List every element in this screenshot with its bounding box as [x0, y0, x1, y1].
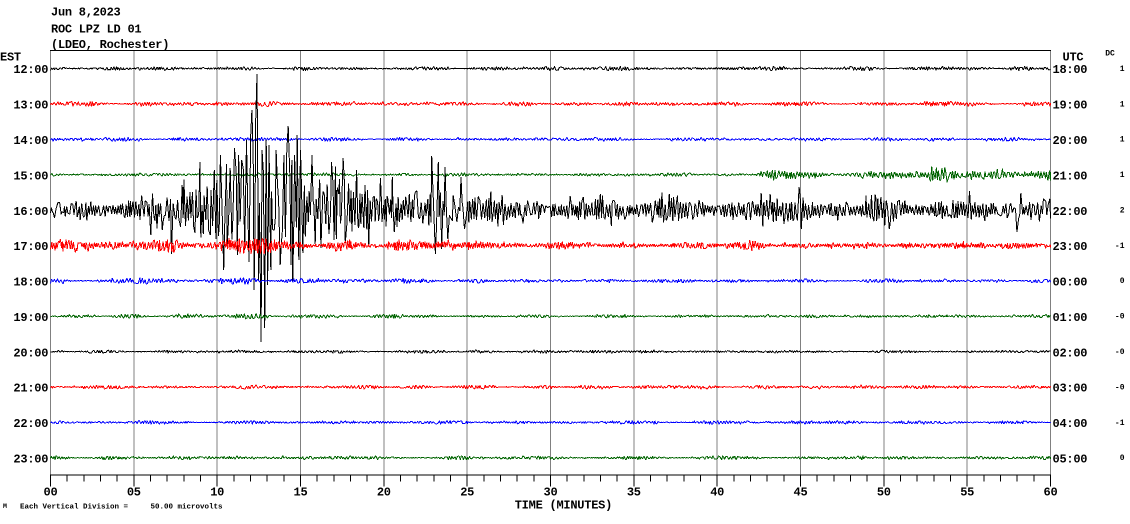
svg-text:00: 00 [44, 486, 58, 500]
svg-text:23:00: 23:00 [1053, 240, 1088, 254]
svg-text:00:00: 00:00 [1053, 276, 1088, 290]
svg-text:-1: -1 [1115, 242, 1125, 251]
svg-text:Jun 8,2023: Jun 8,2023 [51, 6, 121, 20]
svg-text:ROC LPZ LD 01: ROC LPZ LD 01 [51, 23, 141, 37]
svg-text:21:00: 21:00 [1053, 169, 1088, 183]
svg-text:(LDEO, Rochester): (LDEO, Rochester) [51, 38, 169, 52]
svg-text:2: 2 [1120, 207, 1125, 216]
svg-text:13:00: 13:00 [13, 99, 48, 113]
svg-text:0: 0 [1120, 277, 1125, 286]
svg-text:40: 40 [710, 486, 724, 500]
svg-text:16:00: 16:00 [13, 205, 48, 219]
svg-text:TIME (MINUTES): TIME (MINUTES) [515, 499, 612, 513]
svg-text:-0: -0 [1115, 348, 1125, 357]
svg-text:50: 50 [877, 486, 891, 500]
svg-text:60: 60 [1044, 486, 1058, 500]
svg-text:21:00: 21:00 [13, 382, 48, 396]
svg-text:1: 1 [1120, 136, 1125, 145]
svg-text:05: 05 [127, 486, 141, 500]
svg-text:M: M [3, 503, 7, 510]
svg-text:1: 1 [1120, 100, 1125, 109]
svg-text:23:00: 23:00 [13, 453, 48, 467]
svg-text:12:00: 12:00 [13, 63, 48, 77]
svg-text:20:00: 20:00 [1053, 134, 1088, 148]
svg-text:14:00: 14:00 [13, 134, 48, 148]
svg-text:25: 25 [460, 486, 474, 500]
svg-text:18:00: 18:00 [13, 276, 48, 290]
svg-text:05:00: 05:00 [1053, 453, 1088, 467]
svg-text:20: 20 [377, 486, 391, 500]
svg-text:04:00: 04:00 [1053, 417, 1088, 431]
svg-text:01:00: 01:00 [1053, 311, 1088, 325]
svg-text:-1: -1 [1115, 419, 1125, 428]
svg-text:22:00: 22:00 [13, 417, 48, 431]
svg-text:17:00: 17:00 [13, 240, 48, 254]
svg-text:19:00: 19:00 [13, 311, 48, 325]
svg-text:19:00: 19:00 [1053, 99, 1088, 113]
svg-text:45: 45 [794, 486, 808, 500]
svg-text:-0: -0 [1115, 383, 1125, 392]
svg-text:1: 1 [1120, 65, 1125, 74]
svg-text:15: 15 [294, 486, 308, 500]
svg-text:10: 10 [210, 486, 224, 500]
svg-text:55: 55 [960, 486, 974, 500]
svg-text:UTC: UTC [1063, 51, 1084, 65]
svg-text:35: 35 [627, 486, 641, 500]
svg-text:03:00: 03:00 [1053, 382, 1088, 396]
svg-text:22:00: 22:00 [1053, 205, 1088, 219]
svg-text:Each Vertical Division = 5: Each Vertical Division = 50.00 microvolt… [20, 503, 223, 511]
svg-text:0: 0 [1120, 454, 1125, 463]
svg-text:-0: -0 [1115, 313, 1125, 322]
svg-text:EST: EST [0, 51, 21, 65]
svg-text:30: 30 [544, 486, 558, 500]
svg-text:1: 1 [1120, 171, 1125, 180]
svg-text:02:00: 02:00 [1053, 346, 1088, 360]
svg-text:15:00: 15:00 [13, 169, 48, 183]
svg-text:18:00: 18:00 [1053, 63, 1088, 77]
svg-text:20:00: 20:00 [13, 346, 48, 360]
svg-text:DC: DC [1105, 49, 1115, 58]
